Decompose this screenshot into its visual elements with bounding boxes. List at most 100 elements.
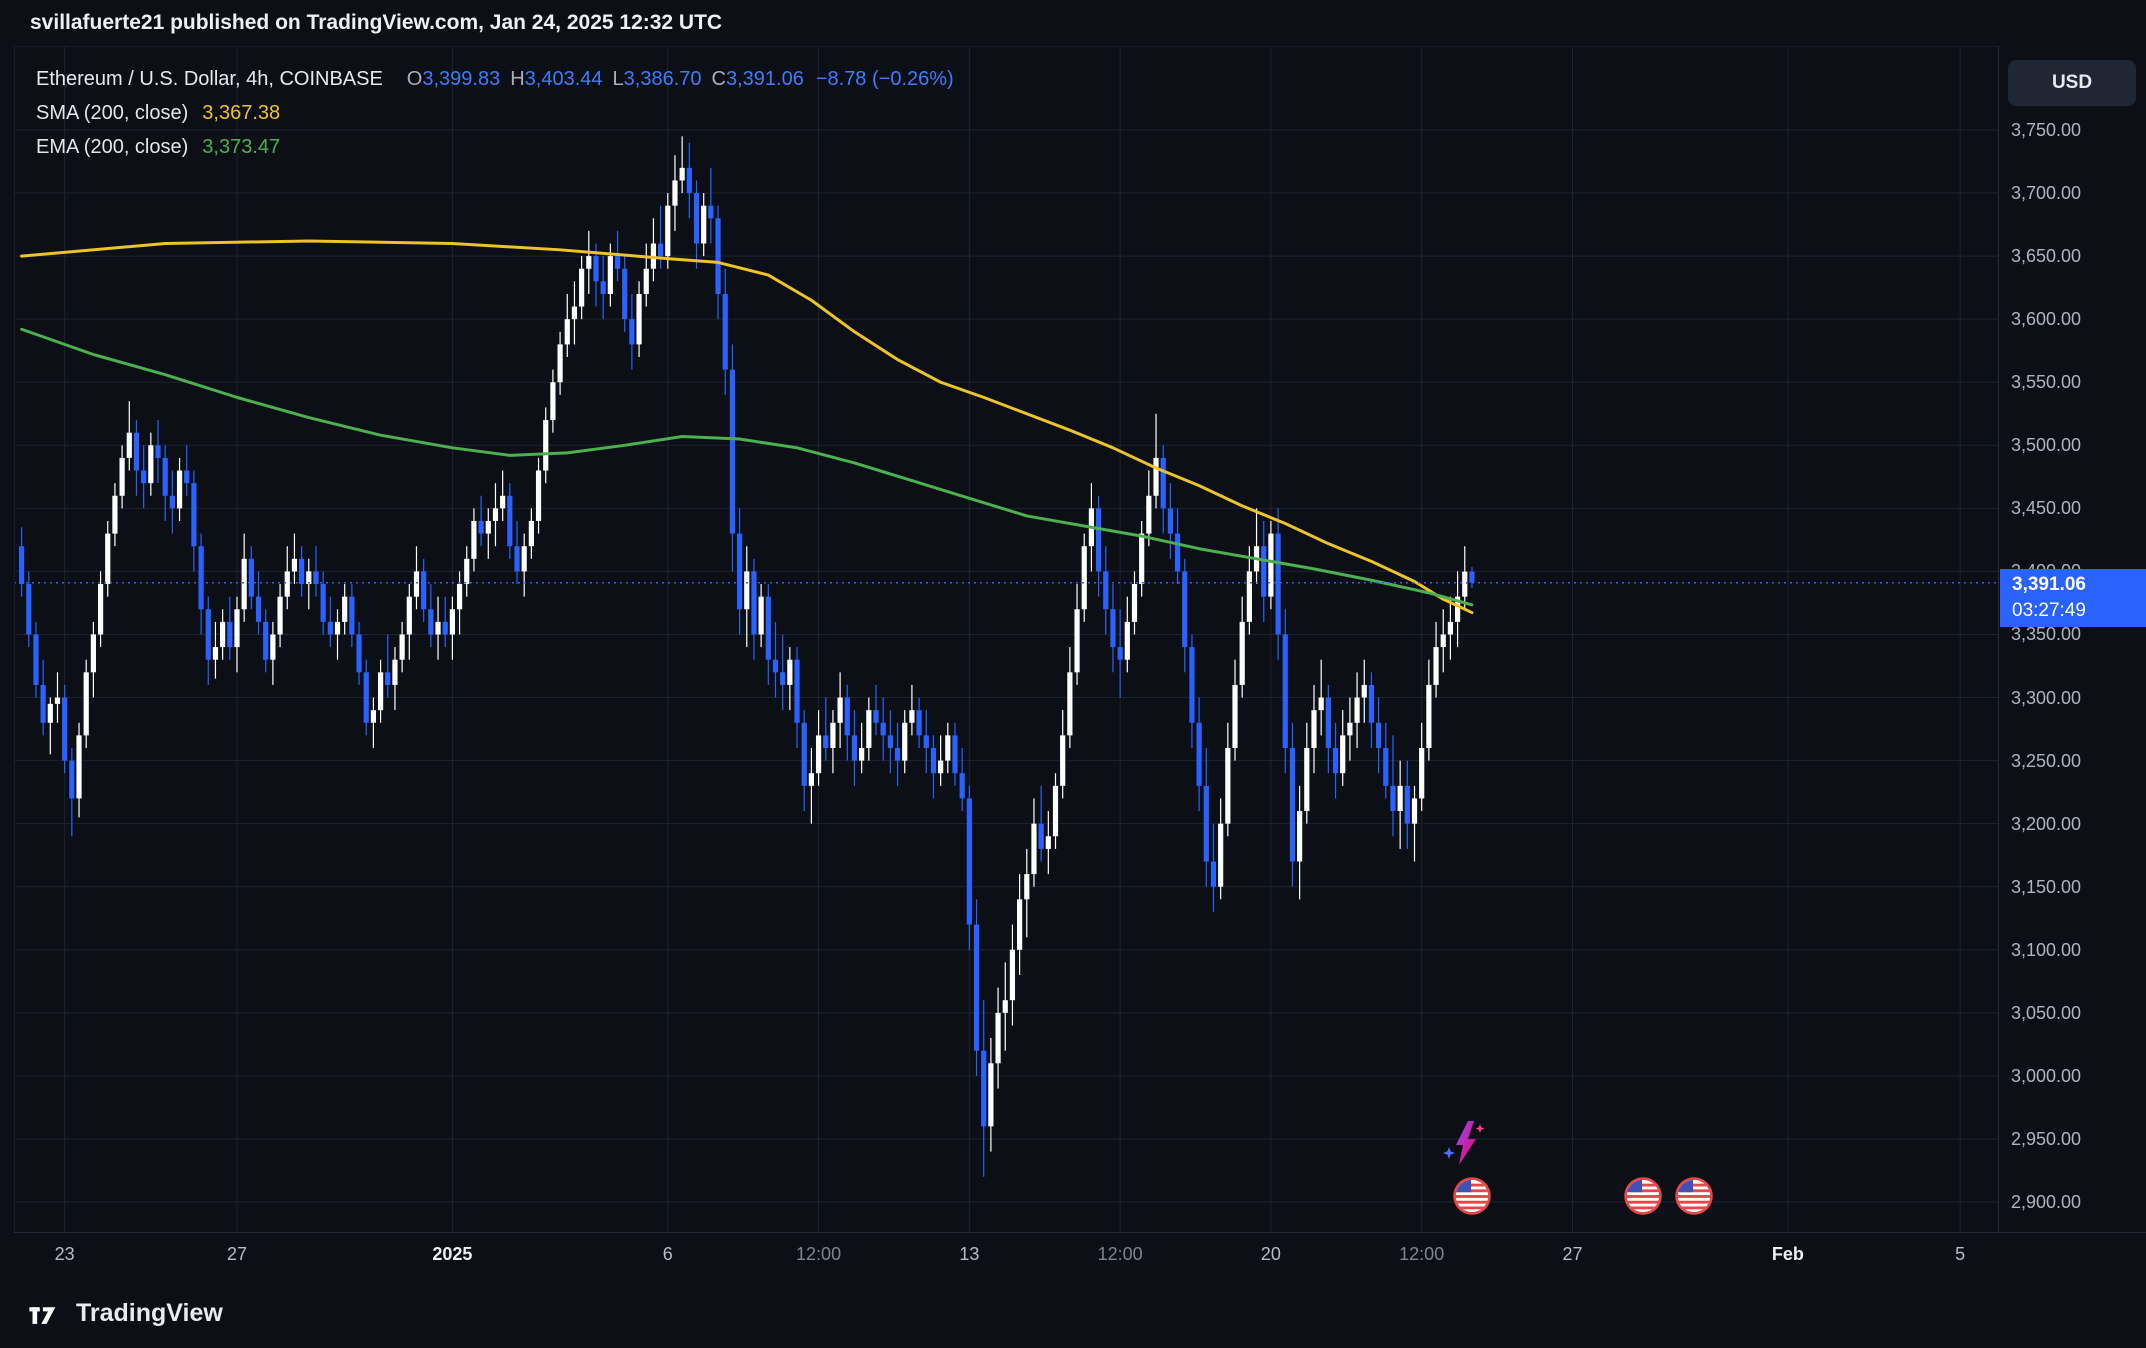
candle-body: [220, 621, 226, 648]
price-axis-label: 3,200.00: [2011, 813, 2082, 834]
sma-indicator-label[interactable]: SMA (200, close): [36, 101, 189, 124]
candle-body: [600, 281, 606, 294]
footer-bar: TradingView: [0, 1278, 2146, 1348]
candle-body: [880, 722, 886, 736]
candle-body: [1361, 684, 1367, 698]
candle-body: [270, 634, 276, 660]
candle-body: [614, 256, 621, 269]
candle-body: [736, 533, 743, 610]
candle-body: [722, 293, 728, 370]
footer-brand-text[interactable]: TradingView: [76, 1298, 223, 1327]
low-label: L: [612, 67, 624, 90]
time-axis-label: Feb: [1771, 1244, 1804, 1264]
candle-body: [535, 470, 542, 521]
candle-body: [1390, 785, 1396, 812]
candle-body: [679, 167, 685, 181]
candle-body: [1383, 747, 1389, 786]
candle-body: [708, 205, 714, 219]
us-flag-event-icon[interactable]: [1453, 1177, 1491, 1220]
candle-body: [392, 659, 398, 685]
candle-body: [693, 193, 700, 244]
candle-body: [1002, 1000, 1008, 1013]
price-axis-label: 3,450.00: [2011, 498, 2082, 519]
candle-body: [363, 672, 369, 723]
candle-body: [1282, 634, 1288, 748]
candle-body: [866, 710, 872, 748]
time-axis-label: 20: [1260, 1244, 1281, 1264]
publish-header: svillafuerte21 published on TradingView.…: [0, 0, 2146, 46]
sma-200-line: [20, 239, 1474, 615]
candle-body: [672, 180, 678, 206]
candle-body: [507, 495, 513, 547]
candle-body: [306, 571, 312, 585]
price-axis-label: 3,300.00: [2011, 687, 2082, 708]
candle-body: [550, 382, 556, 421]
candle-body: [823, 735, 829, 748]
candle-body: [729, 369, 736, 534]
price-chart-plot[interactable]: [14, 46, 1998, 1232]
symbol-title[interactable]: Ethereum / U.S. Dollar, 4h, COINBASE: [36, 67, 383, 90]
close-value: 3,391.06: [725, 67, 804, 90]
candle-body: [500, 495, 506, 509]
price-axis-label: 2,950.00: [2011, 1128, 2082, 1149]
us-flag-event-icon[interactable]: [1624, 1177, 1662, 1220]
candle-body: [607, 256, 613, 294]
candle-body: [413, 571, 420, 597]
candle-body: [406, 596, 412, 635]
time-axis-label: 27: [226, 1244, 247, 1264]
candle-body: [1131, 584, 1138, 622]
candle-body: [930, 747, 937, 774]
open-label: O: [406, 67, 423, 90]
candle-body: [40, 684, 46, 723]
time-axis-label: 6: [662, 1244, 673, 1264]
candle-body: [1411, 798, 1418, 824]
time-axis-label: 5: [1955, 1244, 1966, 1264]
candle-body: [1454, 596, 1461, 622]
candle-body: [1268, 533, 1274, 597]
candle-body: [801, 722, 807, 786]
candle-body: [198, 546, 204, 610]
candle-body: [1067, 672, 1073, 736]
candle-body: [959, 773, 965, 799]
candle-body: [1376, 722, 1382, 748]
price-axis-label: 3,600.00: [2011, 309, 2082, 330]
price-axis-label: 3,750.00: [2011, 120, 2082, 140]
idea-lightning-icon[interactable]: [1441, 1117, 1489, 1169]
candle-body: [1347, 722, 1353, 736]
last-price-badge: 3,391.06 03:27:49: [2000, 568, 2146, 627]
time-axis[interactable]: 23 27 2025 6 12:00 13 12:00 20 12:00 27 Feb 5: [14, 1232, 2146, 1278]
candle-body: [1311, 710, 1317, 748]
candle-body: [277, 596, 283, 635]
ema-indicator-label[interactable]: EMA (200, close): [36, 135, 189, 158]
candle-body: [1009, 949, 1016, 1001]
candle-body: [176, 470, 183, 509]
price-axis-label: 3,650.00: [2011, 246, 2082, 267]
time-axis-label: 12:00: [796, 1244, 842, 1264]
candle-body: [658, 243, 664, 257]
price-axis[interactable]: USD 3,750.00 3,700.00 3,650.00 3,600.00 3,55…: [1998, 46, 2146, 1232]
low-value: 3,386.70: [623, 67, 702, 90]
candle-body: [1139, 533, 1145, 585]
candle-body: [887, 735, 893, 748]
candle-body: [973, 924, 980, 1051]
candle-body: [205, 609, 211, 660]
candle-body: [327, 621, 333, 635]
candle-body: [105, 533, 111, 585]
us-flag-event-icon[interactable]: [1675, 1177, 1713, 1220]
candle-body: [859, 747, 865, 761]
candle-body: [894, 747, 901, 761]
candle-body: [1103, 571, 1109, 610]
candle-body: [629, 319, 635, 345]
sma-indicator-value: 3,367.38: [202, 101, 281, 124]
bar-countdown: 03:27:49: [2012, 599, 2086, 621]
indicator-row-ema[interactable]: EMA (200, close) 3,373.47: [36, 130, 954, 164]
candle-body: [191, 483, 197, 547]
candle-body: [543, 420, 549, 471]
indicator-row-sma[interactable]: SMA (200, close) 3,367.38: [36, 96, 954, 130]
candle-body: [751, 571, 757, 635]
tradingview-logo-icon[interactable]: [28, 1300, 64, 1327]
candle-body: [844, 697, 850, 736]
candle-body: [1189, 647, 1195, 723]
currency-button[interactable]: USD: [2008, 60, 2136, 106]
